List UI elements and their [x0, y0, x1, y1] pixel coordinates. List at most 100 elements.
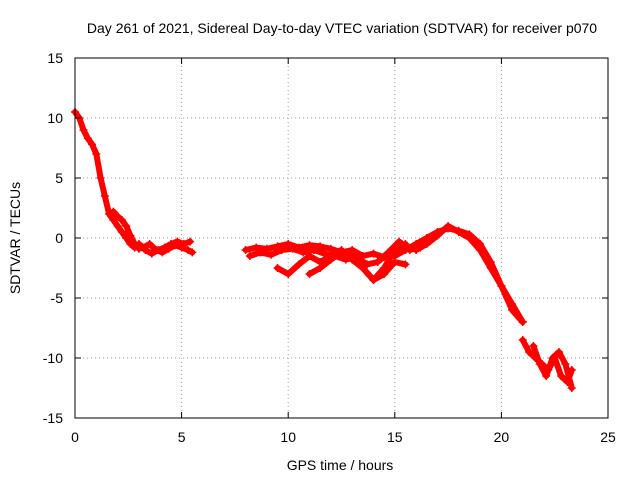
data-point — [529, 342, 538, 350]
data-point — [145, 240, 154, 248]
series-segment-2-branch-c — [305, 240, 410, 284]
data-point — [486, 264, 495, 272]
data-point — [109, 207, 118, 216]
data-point — [369, 249, 378, 258]
series-segment-1-branch — [109, 207, 197, 257]
data-point — [96, 174, 105, 182]
data-point — [326, 255, 335, 264]
data-point — [401, 240, 410, 248]
data-point — [337, 248, 346, 257]
data-point — [567, 384, 576, 392]
data-point — [113, 212, 122, 221]
data-point — [444, 222, 453, 230]
data-point — [548, 354, 557, 362]
data-point — [554, 348, 563, 356]
data-point — [465, 234, 474, 242]
data-point — [152, 246, 161, 254]
data-point — [373, 258, 382, 266]
x-tick-label: 25 — [600, 429, 616, 445]
data-point — [305, 252, 314, 260]
data-point — [267, 250, 276, 259]
data-point — [525, 348, 534, 356]
data-point — [126, 231, 135, 240]
data-point — [79, 126, 88, 134]
data-point — [122, 222, 131, 230]
data-point — [158, 248, 167, 257]
data-point — [358, 264, 367, 272]
data-point — [454, 228, 463, 236]
data-point — [183, 246, 192, 254]
series-trace — [306, 241, 409, 283]
data-point — [92, 150, 101, 158]
data-point — [390, 246, 399, 254]
data-point — [305, 241, 314, 250]
y-tick-label: -15 — [43, 410, 63, 426]
data-point — [256, 248, 265, 257]
data-point — [309, 246, 318, 254]
data-point — [139, 243, 148, 252]
data-point — [117, 216, 126, 224]
x-axis-title: GPS time / hours — [287, 457, 394, 473]
y-tick-label: 5 — [55, 170, 63, 186]
data-point — [273, 264, 282, 272]
data-point — [363, 260, 372, 269]
x-tick-label: 10 — [280, 429, 296, 445]
y-tick-label: 10 — [47, 110, 63, 126]
data-point — [508, 300, 517, 308]
data-point — [245, 252, 254, 260]
data-point — [188, 248, 197, 257]
data-point — [348, 252, 357, 260]
y-tick-labels: -15 -10 -5 0 5 10 15 — [43, 50, 63, 426]
data-point — [390, 258, 399, 266]
data-point — [171, 241, 180, 250]
data-point — [557, 372, 566, 380]
data-point — [476, 246, 485, 254]
data-point — [109, 216, 118, 224]
data-point — [177, 243, 186, 252]
data-point — [130, 240, 139, 248]
data-point — [561, 360, 570, 368]
data-point — [294, 260, 303, 269]
data-point — [401, 260, 410, 269]
series-trace — [110, 208, 196, 256]
data-point — [497, 282, 506, 290]
y-tick-label: 0 — [55, 230, 63, 246]
data-point — [433, 231, 442, 240]
data-point — [117, 228, 126, 236]
data-point — [518, 318, 527, 326]
x-tick-label: 15 — [387, 429, 403, 445]
series-segment-4-branch — [529, 342, 576, 392]
data-point — [277, 246, 286, 254]
data-point — [288, 244, 297, 253]
data-series — [71, 108, 576, 392]
data-point — [147, 249, 156, 258]
y-tick-label: -5 — [51, 290, 64, 306]
chart-title: Day 261 of 2021, Sidereal Day-to-day VTE… — [87, 20, 597, 36]
data-point — [164, 244, 173, 253]
data-point — [380, 264, 389, 272]
data-point — [369, 276, 378, 284]
y-tick-label: 15 — [47, 50, 63, 66]
y-tick-label: -10 — [43, 350, 63, 366]
x-tick-label: 0 — [71, 429, 79, 445]
data-point — [284, 270, 293, 278]
data-point — [412, 246, 421, 254]
data-point — [252, 243, 261, 252]
data-point — [134, 244, 143, 253]
axis-ticks — [74, 57, 609, 419]
data-point — [83, 134, 92, 143]
data-point — [542, 372, 551, 380]
data-point — [535, 360, 544, 368]
data-point — [113, 222, 122, 230]
y-axis-title: SDTVAR / TECUs — [7, 182, 23, 294]
data-point — [241, 246, 250, 254]
data-point — [518, 336, 527, 344]
x-tick-label: 20 — [494, 429, 510, 445]
data-point — [299, 248, 308, 257]
data-point — [326, 244, 335, 253]
data-point — [422, 240, 431, 248]
data-point — [88, 140, 97, 149]
data-point — [316, 264, 325, 272]
